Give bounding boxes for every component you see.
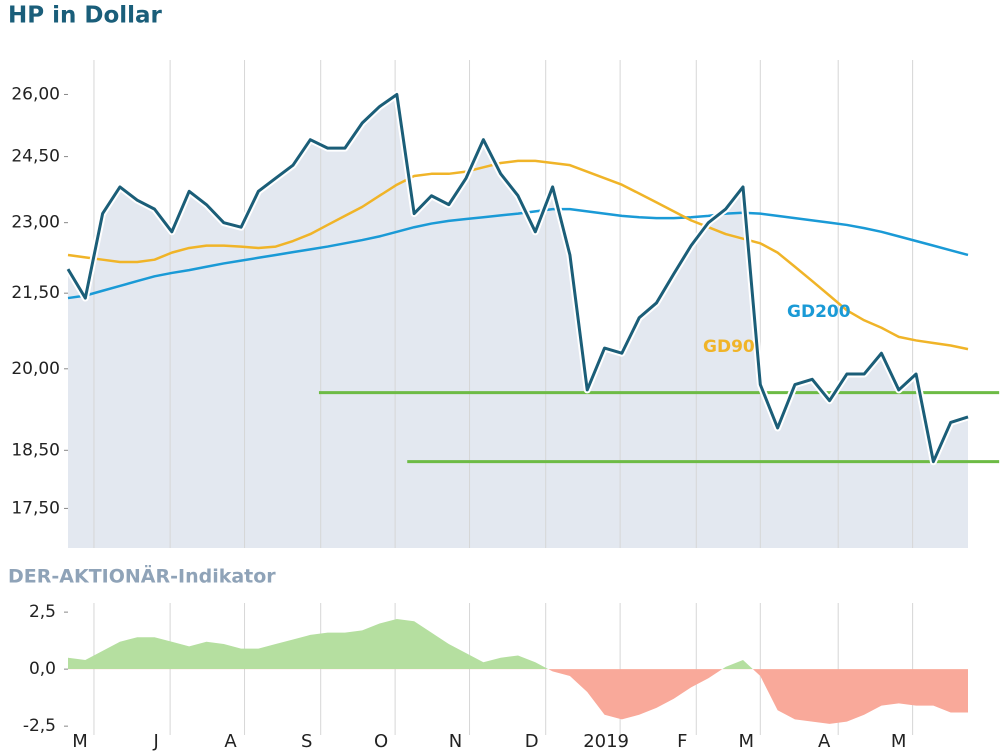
x-tick-label: N xyxy=(449,731,462,752)
chart-title: HP in Dollar xyxy=(8,3,163,29)
x-tick-label: M xyxy=(739,731,755,752)
y-tick-label: 0,0 xyxy=(29,659,56,679)
x-tick-label: F xyxy=(677,731,687,752)
x-tick-label: J xyxy=(152,731,158,752)
x-tick-label: M xyxy=(72,731,88,752)
average-line xyxy=(67,207,969,300)
y-tick-label: 23,00 xyxy=(11,213,60,233)
x-tick-label: D xyxy=(525,731,539,752)
price-line xyxy=(66,92,969,464)
series-label: GD200 xyxy=(787,302,851,322)
x-tick-label: A xyxy=(818,731,831,752)
y-tick-label: 2,5 xyxy=(29,602,56,622)
series-label: GD90 xyxy=(703,337,755,357)
x-tick-label: S xyxy=(301,731,312,752)
x-tick-label: A xyxy=(224,731,237,752)
y-tick-label: 21,50 xyxy=(11,283,60,303)
indicator-title: DER-AKTIONÄR-Indikator xyxy=(8,564,276,588)
y-tick-label: 18,50 xyxy=(11,440,60,460)
y-tick-label: 20,00 xyxy=(11,359,60,379)
y-tick-label: -2,5 xyxy=(23,716,56,736)
average-line xyxy=(67,159,969,351)
indicator-negative xyxy=(68,669,968,724)
y-tick-label: 26,00 xyxy=(11,84,60,104)
x-tick-label: O xyxy=(374,731,388,752)
indicator-positive xyxy=(68,618,753,669)
y-tick-label: 24,50 xyxy=(11,147,60,167)
x-tick-label: 2019 xyxy=(583,731,629,752)
x-tick-label: M xyxy=(891,731,907,752)
y-tick-label: 17,50 xyxy=(11,498,60,518)
